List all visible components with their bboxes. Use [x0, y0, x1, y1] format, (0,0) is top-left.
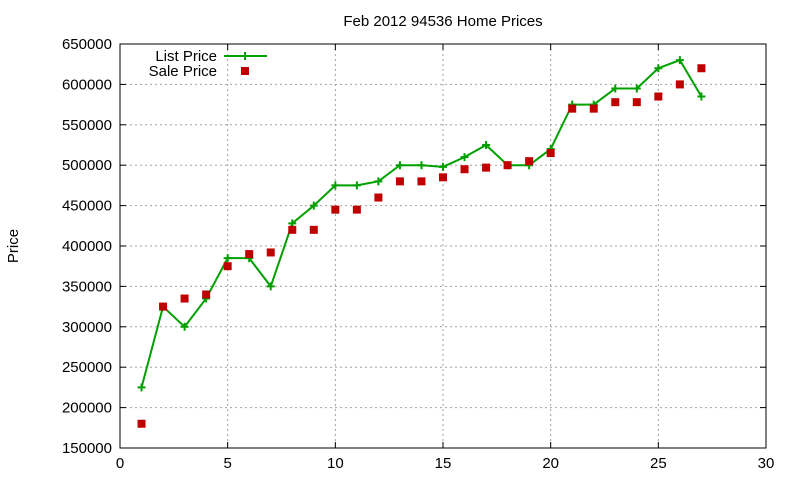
sale-price-marker	[159, 302, 168, 311]
y-tick-label: 550000	[62, 117, 112, 134]
y-tick-label: 200000	[62, 400, 112, 417]
sale-price-marker	[675, 80, 684, 89]
sale-price-marker	[223, 262, 232, 271]
legend-list-price-label: List Price	[155, 48, 217, 65]
x-tick-label: 10	[327, 455, 344, 472]
x-tick-label: 25	[650, 455, 667, 472]
sale-price-marker	[309, 225, 318, 234]
y-tick-label: 150000	[62, 440, 112, 457]
x-tick-label: 5	[223, 455, 231, 472]
y-tick-label: 250000	[62, 359, 112, 376]
sale-price-marker	[439, 173, 447, 182]
list-price-marker	[611, 84, 620, 93]
sale-price-marker	[697, 64, 706, 73]
y-tick-label: 350000	[62, 278, 112, 295]
sale-price-marker	[654, 92, 663, 101]
sale-price-marker	[266, 248, 275, 257]
sale-price-marker	[546, 149, 555, 158]
sale-price-marker	[482, 163, 491, 172]
sale-price-marker	[137, 419, 146, 428]
list-price-line	[140, 58, 703, 388]
y-tick-label: 300000	[62, 319, 112, 336]
list-price-marker	[223, 254, 232, 263]
list-price-marker	[395, 161, 404, 170]
sale-price-marker	[331, 205, 340, 214]
sale-price-marker	[503, 161, 512, 170]
sale-price-marker	[568, 104, 577, 113]
list-price-marker	[482, 141, 491, 149]
list-price-marker	[439, 162, 447, 171]
sale-price-marker	[288, 225, 297, 234]
sale-price-marker	[611, 98, 620, 107]
sale-price-marker	[417, 177, 426, 186]
series-layer	[137, 56, 706, 428]
list-price-marker	[697, 92, 706, 101]
list-price-marker	[266, 282, 275, 291]
list-price-marker	[374, 177, 383, 186]
list-price-marker	[137, 383, 146, 392]
x-tick-label: 0	[116, 455, 124, 472]
sale-price-marker	[352, 205, 361, 214]
y-tick-label: 450000	[62, 198, 112, 215]
legend-sale-price-label: Sale Price	[149, 63, 217, 80]
sale-price-marker	[202, 290, 211, 299]
sale-price-marker	[245, 250, 254, 259]
y-tick-label: 650000	[62, 36, 112, 53]
sale-price-marker	[632, 98, 641, 107]
list-price-marker	[675, 56, 684, 65]
list-price-marker	[309, 201, 318, 210]
list-price-marker	[417, 161, 426, 170]
grid-layer	[120, 44, 766, 448]
sale-price-marker	[374, 193, 383, 202]
y-tick-label: 500000	[62, 157, 112, 174]
sale-price-marker	[395, 177, 404, 186]
sale-price-marker	[589, 104, 598, 113]
x-tick-label: 20	[542, 455, 559, 472]
legend-sale-price-marker	[241, 67, 249, 75]
list-price-marker	[180, 322, 189, 331]
sale-price-marker	[180, 294, 189, 303]
legend: List Price Sale Price	[149, 48, 267, 80]
sale-price-marker	[460, 165, 469, 174]
chart-title: Feb 2012 94536 Home Prices	[343, 13, 542, 30]
y-tick-label: 600000	[62, 76, 112, 93]
x-tick-label: 30	[758, 455, 775, 472]
list-price-marker	[460, 153, 469, 162]
legend-list-price-marker	[241, 52, 249, 60]
x-tick-label: 15	[435, 455, 452, 472]
list-price-marker	[352, 181, 361, 190]
sale-price-marker	[525, 157, 534, 166]
list-price-marker	[632, 84, 641, 93]
list-price-marker	[654, 64, 663, 73]
list-price-marker	[331, 181, 340, 190]
y-tick-label: 400000	[62, 238, 112, 255]
tick-layer: 0 5 10 15 20 25 30 150000 200000 250000 300000 3500…	[62, 36, 774, 472]
y-axis-label: Price	[5, 229, 22, 263]
